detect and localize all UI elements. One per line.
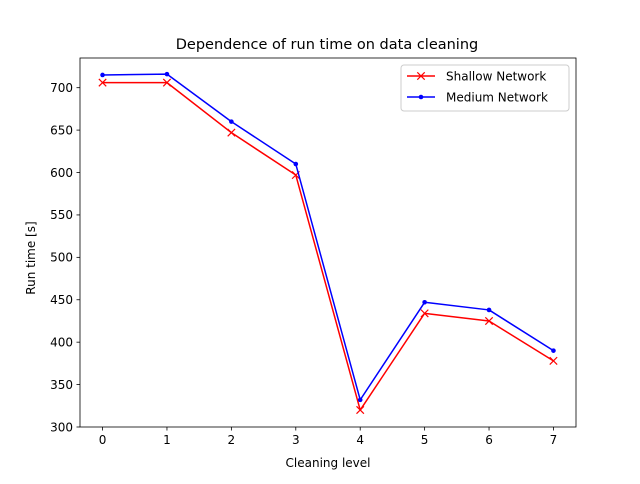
data-point-medium-network (357, 397, 363, 403)
x-tick-label: 2 (228, 433, 236, 447)
y-tick-label: 600 (50, 166, 73, 180)
legend-label: Shallow Network (446, 69, 546, 83)
x-tick-label: 6 (485, 433, 493, 447)
y-tick-label: 500 (50, 251, 73, 265)
data-point-medium-network (293, 161, 299, 167)
x-tick-label: 1 (163, 433, 171, 447)
data-point-medium-network (486, 307, 492, 313)
data-point-shallow-network (98, 78, 107, 87)
legend: Shallow Network Medium Network (400, 64, 570, 112)
plot-area (79, 57, 577, 428)
legend-item-shallow-network: Shallow Network (407, 69, 546, 83)
y-tick-label: 400 (50, 335, 73, 349)
legend-label: Medium Network (446, 90, 548, 104)
data-point-shallow-network (356, 405, 365, 415)
x-axis-ticks: 0 1 2 3 4 5 6 7 (99, 427, 558, 447)
x-tick-label: 4 (356, 433, 364, 447)
data-point-medium-network (551, 348, 556, 353)
y-tick-label: 700 (50, 81, 73, 95)
y-tick-label: 450 (50, 293, 73, 307)
y-tick-label: 300 (50, 420, 73, 434)
chart-title: Dependence of run time on data cleaning (176, 37, 478, 53)
x-tick-label: 0 (99, 433, 107, 447)
legend-marker (416, 71, 426, 81)
data-point-shallow-network (162, 78, 172, 87)
legend-box (400, 64, 570, 112)
data-point-shallow-network (484, 316, 494, 326)
x-axis-label: Cleaning level (286, 456, 371, 470)
y-tick-label: 650 (50, 123, 73, 137)
legend-marker (418, 94, 424, 100)
data-point-shallow-network (549, 356, 558, 365)
data-point-medium-network (100, 72, 105, 78)
x-tick-label: 3 (292, 433, 300, 447)
data-point-medium-network (229, 119, 234, 124)
series-line-shallow-network (102, 81, 554, 411)
legend-item-medium-network: Medium Network (407, 90, 548, 104)
data-point-medium-network (164, 71, 170, 77)
series-medium-network (100, 71, 556, 403)
x-tick-label: 5 (421, 433, 429, 447)
y-axis-label: Run time [s] (24, 221, 38, 294)
y-axis-ticks: 300 350 400 450 500 550 600 650 700 (50, 81, 80, 434)
series-shallow-network (98, 78, 558, 415)
y-tick-label: 350 (50, 378, 73, 392)
data-point-shallow-network (227, 128, 236, 137)
data-point-shallow-network (420, 309, 429, 318)
data-point-medium-network (422, 300, 427, 305)
series-layer (98, 71, 558, 415)
plot-frame (79, 57, 577, 428)
series-line-medium-network (102, 73, 554, 401)
x-tick-label: 7 (550, 433, 558, 447)
y-tick-label: 550 (50, 208, 73, 222)
